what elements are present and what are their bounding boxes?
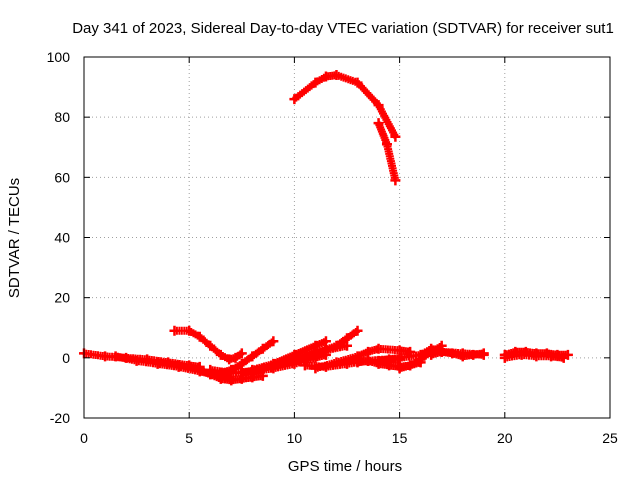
data-point bbox=[478, 348, 489, 359]
data-point bbox=[236, 367, 247, 378]
data-point bbox=[131, 355, 142, 366]
data-point bbox=[342, 333, 352, 344]
series-arc-13 bbox=[310, 343, 416, 374]
data-point bbox=[352, 77, 363, 88]
data-point bbox=[215, 349, 226, 360]
data-point bbox=[352, 357, 363, 368]
series-arc-11 bbox=[373, 118, 401, 186]
data-point bbox=[381, 139, 392, 150]
data-point bbox=[531, 351, 542, 362]
series-trace bbox=[374, 119, 399, 182]
data-point bbox=[110, 351, 121, 362]
data-point bbox=[363, 355, 374, 366]
data-point bbox=[546, 351, 557, 362]
data-point bbox=[373, 343, 384, 354]
data-point bbox=[390, 131, 401, 142]
x-tick-label: 25 bbox=[602, 430, 618, 446]
data-point bbox=[226, 367, 237, 378]
data-point bbox=[426, 349, 437, 360]
data-point bbox=[331, 357, 342, 368]
data-point bbox=[516, 349, 527, 360]
data-point bbox=[310, 77, 321, 88]
series-arc-10 bbox=[289, 70, 401, 142]
data-point bbox=[236, 358, 247, 369]
data-point bbox=[299, 360, 310, 371]
data-point bbox=[169, 325, 180, 336]
data-point bbox=[468, 349, 479, 360]
data-point bbox=[384, 360, 395, 371]
series-arc-9 bbox=[268, 325, 363, 372]
data-point bbox=[390, 175, 401, 186]
data-point bbox=[289, 94, 300, 105]
y-tick-label: 100 bbox=[47, 49, 71, 65]
data-point bbox=[457, 351, 468, 362]
data-point bbox=[331, 70, 342, 81]
series-arc-4 bbox=[169, 325, 247, 365]
chart-title: Day 341 of 2023, Sidereal Day-to-day VTE… bbox=[72, 20, 614, 37]
y-tick-label: 20 bbox=[54, 290, 70, 306]
data-point bbox=[320, 336, 331, 347]
data-point bbox=[268, 361, 279, 372]
data-point bbox=[247, 351, 258, 362]
data-point bbox=[247, 364, 258, 375]
data-point bbox=[289, 355, 300, 366]
axis-ticks: 0 5 10 15 20 25 -20 0 20 40 60 80 100 bbox=[47, 49, 618, 446]
x-tick-label: 15 bbox=[392, 430, 408, 446]
series-arc-17 bbox=[426, 346, 489, 362]
data-point bbox=[352, 325, 363, 336]
data-point bbox=[205, 340, 216, 351]
data-point bbox=[152, 357, 163, 368]
series-arc-19 bbox=[499, 349, 569, 363]
data-point bbox=[230, 352, 241, 363]
y-tick-label: 60 bbox=[54, 169, 70, 185]
data-point bbox=[394, 352, 405, 363]
data-point bbox=[331, 340, 342, 351]
data-point bbox=[268, 336, 279, 347]
data-points bbox=[79, 70, 573, 386]
data-point bbox=[257, 343, 268, 354]
data-point bbox=[205, 364, 216, 375]
data-point bbox=[415, 354, 426, 365]
x-tick-label: 0 bbox=[80, 430, 88, 446]
y-tick-label: -20 bbox=[50, 410, 70, 426]
data-point bbox=[310, 363, 321, 374]
data-point bbox=[100, 351, 111, 362]
y-tick-label: 40 bbox=[54, 230, 70, 246]
x-tick-label: 5 bbox=[185, 430, 193, 446]
data-point bbox=[373, 355, 384, 366]
data-point bbox=[184, 325, 195, 336]
data-point bbox=[447, 348, 458, 359]
data-point bbox=[373, 100, 384, 111]
data-point bbox=[194, 331, 205, 342]
data-point bbox=[320, 71, 331, 82]
data-point bbox=[436, 346, 447, 357]
x-tick-label: 10 bbox=[287, 430, 303, 446]
data-point bbox=[394, 363, 405, 374]
data-point bbox=[224, 354, 235, 365]
data-point bbox=[363, 346, 374, 357]
data-point bbox=[173, 360, 184, 371]
y-tick-label: 0 bbox=[62, 350, 70, 366]
y-axis-title: SDTVAR / TECUs bbox=[6, 178, 23, 298]
x-tick-label: 20 bbox=[497, 430, 513, 446]
data-point bbox=[194, 364, 205, 375]
data-point bbox=[310, 348, 321, 359]
data-point bbox=[373, 118, 384, 129]
data-point bbox=[558, 352, 569, 363]
data-point bbox=[405, 360, 416, 371]
y-tick-label: 80 bbox=[54, 109, 70, 125]
data-point bbox=[499, 352, 510, 363]
data-point bbox=[236, 348, 247, 359]
x-axis-title: GPS time / hours bbox=[288, 458, 402, 475]
